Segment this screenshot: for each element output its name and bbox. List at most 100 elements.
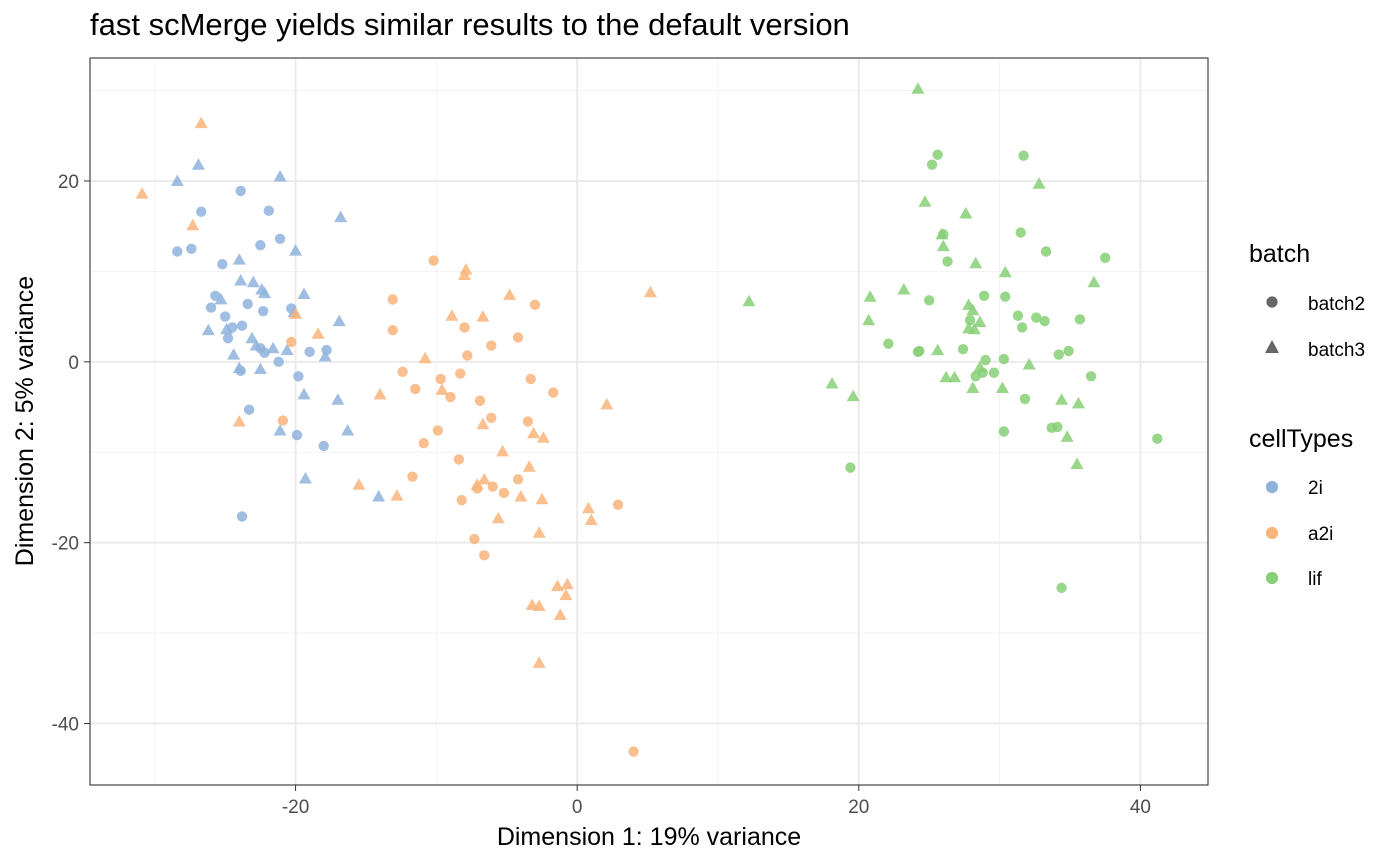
point-a2i-batch2	[469, 533, 480, 545]
point-a2i-batch3	[643, 285, 657, 298]
point-2i-batch3	[220, 322, 234, 335]
point-2i-batch3	[289, 244, 303, 256]
point-2i-batch2	[219, 311, 231, 322]
point-lif-batch3	[863, 290, 877, 302]
point-2i-batch3	[297, 387, 311, 400]
point-lif-batch2	[980, 354, 991, 366]
point-2i-batch3	[245, 331, 259, 344]
point-lif-batch2	[845, 462, 856, 473]
point-2i-batch3	[331, 393, 345, 405]
point-a2i-batch2	[498, 487, 510, 499]
y-tick-label: -40	[52, 715, 79, 736]
point-lif-batch2	[1052, 421, 1063, 433]
point-a2i-batch3	[194, 116, 208, 129]
point-a2i-batch3	[536, 431, 550, 443]
point-a2i-batch3	[535, 492, 549, 505]
point-lif-batch2	[988, 367, 1000, 378]
point-a2i-batch3	[186, 218, 200, 231]
point-lif-batch3	[911, 82, 925, 94]
point-2i-batch3	[372, 490, 386, 502]
point-a2i-batch2	[453, 454, 465, 465]
point-lif-batch3	[939, 370, 953, 383]
x-axis-ticks: -20 0 20 40	[282, 785, 1151, 818]
legend-circle-icon	[1266, 296, 1278, 308]
point-a2i-batch3	[532, 599, 546, 611]
point-2i-batch3	[201, 323, 215, 336]
point-a2i-batch3	[311, 327, 325, 339]
point-a2i-batch3	[600, 397, 614, 410]
point-lif-batch3	[959, 207, 973, 219]
point-a2i-batch2	[387, 294, 398, 305]
point-a2i-batch2	[410, 383, 421, 395]
point-a2i-batch3	[584, 513, 598, 526]
point-2i-batch2	[263, 205, 275, 217]
point-lif-batch3	[742, 294, 756, 307]
point-2i-batch2	[222, 333, 234, 344]
point-a2i-batch2	[512, 474, 524, 485]
point-2i-batch3	[298, 471, 312, 484]
point-lif-batch3	[825, 377, 839, 389]
point-lif-batch2	[1100, 252, 1111, 264]
point-2i-batch3	[297, 287, 311, 300]
point-2i-batch2	[304, 346, 315, 358]
point-lif-batch3	[897, 282, 911, 295]
point-2i-batch2	[217, 258, 228, 270]
point-a2i-batch2	[474, 395, 486, 406]
point-2i-batch3	[170, 174, 184, 186]
point-lif-batch2	[1015, 227, 1026, 238]
point-2i-batch2	[274, 233, 286, 245]
point-a2i-batch3	[527, 426, 541, 439]
point-a2i-batch3	[352, 478, 366, 490]
point-lif-batch2	[932, 149, 943, 160]
point-lif-batch2	[964, 315, 976, 326]
legend-celltypes-title: cellTypes	[1249, 425, 1353, 453]
point-2i-batch3	[334, 210, 348, 223]
point-a2i-batch2	[432, 425, 443, 436]
point-2i-batch2	[273, 356, 284, 368]
point-a2i-batch2	[459, 322, 470, 333]
y-axis-title: Dimension 2: 5% variance	[11, 276, 39, 566]
point-a2i-batch2	[525, 373, 536, 385]
x-tick-label: 40	[1130, 797, 1151, 818]
point-lif-batch2	[998, 353, 1010, 365]
point-a2i-batch3	[458, 268, 472, 281]
point-a2i-batch3	[476, 417, 490, 430]
point-lif-batch2	[1012, 310, 1024, 321]
point-lif-batch3	[966, 381, 980, 394]
point-lif-batch2	[1000, 291, 1011, 302]
point-a2i-batch3	[373, 387, 387, 400]
point-2i-batch2	[205, 302, 217, 313]
point-lif-batch2	[912, 346, 924, 358]
point-a2i-batch2	[397, 366, 408, 377]
point-a2i-batch3	[522, 460, 536, 472]
point-lif-batch3	[973, 360, 987, 373]
point-2i-batch2	[196, 206, 207, 217]
point-lif-batch3	[1087, 275, 1101, 288]
legend-batch2-label: batch2	[1308, 294, 1365, 315]
point-lif-batch3	[918, 195, 932, 207]
point-lif-batch3	[1022, 358, 1036, 370]
point-lif-batch2	[942, 256, 953, 267]
point-a2i-batch2	[529, 299, 541, 311]
point-2i-batch2	[242, 298, 253, 310]
data-points	[135, 82, 1163, 757]
point-2i-batch3	[332, 314, 346, 327]
point-2i-batch2	[255, 239, 266, 251]
legend-batch: batch batch2 batch3	[1249, 240, 1365, 361]
point-a2i-batch2	[407, 471, 418, 482]
point-a2i-batch3	[514, 490, 528, 502]
point-a2i-batch3	[445, 309, 459, 321]
point-a2i-batch3	[135, 187, 149, 199]
point-lif-batch2	[924, 295, 935, 306]
point-lif-batch3	[973, 315, 987, 328]
point-a2i-batch3	[532, 526, 546, 538]
legend-batch-title: batch	[1249, 240, 1310, 268]
point-lif-batch2	[883, 338, 894, 349]
point-lif-batch3	[1032, 177, 1046, 189]
point-a2i-batch3	[435, 383, 449, 395]
point-a2i-batch3	[559, 588, 573, 601]
x-tick-label: 0	[572, 797, 583, 818]
point-2i-batch3	[232, 361, 246, 374]
y-tick-label: 0	[68, 353, 79, 374]
